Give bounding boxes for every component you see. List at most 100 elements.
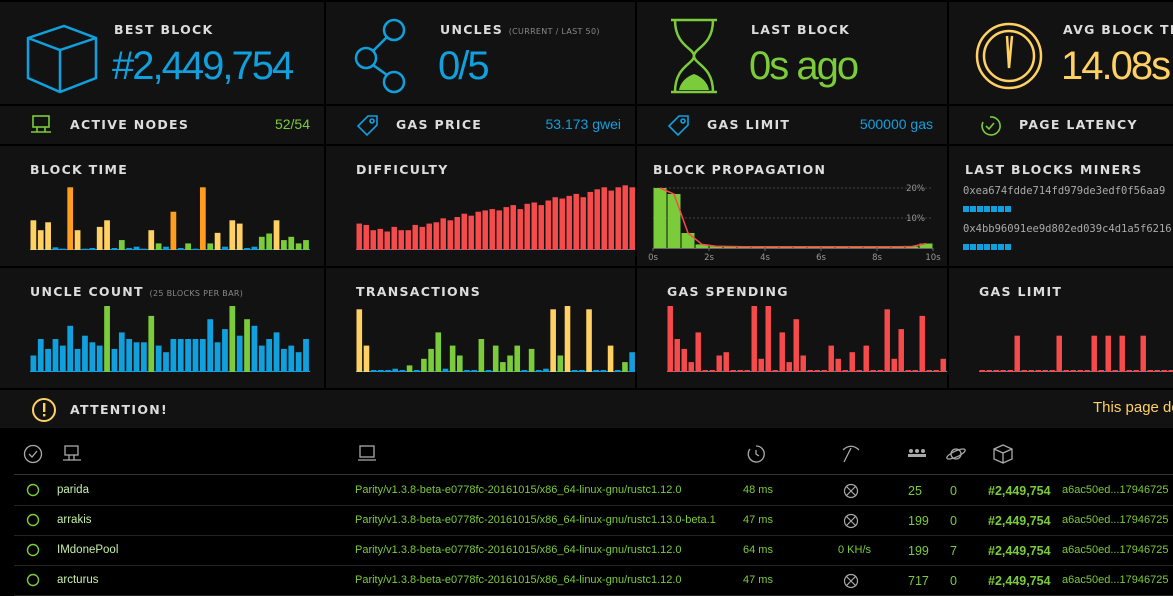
node-hashrate: 0 KH/s [838,544,871,556]
miner-block [991,244,997,250]
bar [163,247,169,250]
bar [885,309,890,372]
bar [565,306,571,372]
attention-message: This page do [1093,399,1173,416]
bar [1120,336,1125,372]
node-peers: 25 [908,484,922,498]
bar [185,339,191,372]
bar [630,187,635,250]
bar [185,243,191,250]
bar [857,370,862,372]
node-block: #2,449,754 [988,574,1051,588]
bar [1015,336,1020,372]
bar [67,326,73,372]
bar [427,224,432,250]
bar [288,346,294,372]
bar [511,205,516,250]
bar [435,332,441,372]
bar [579,370,585,372]
bar [385,232,390,250]
bar [801,356,806,373]
node-client: Parity/v1.3.8-beta-e0778fc-20161015/x86_… [355,574,682,586]
tile: GAS LIMIT [949,268,1173,388]
bar [1099,370,1104,372]
bar [525,204,530,250]
miner-address: 0x4bb96091ee9d802ed039c4d1a5f6216 [963,223,1172,235]
bar [710,370,715,372]
miner-block [998,244,1004,250]
miner-block [1005,244,1011,250]
bar [134,342,140,372]
info-label: GAS LIMIT [707,117,790,132]
icon [26,513,40,527]
bar [543,369,549,372]
chart-title-text: BLOCK TIME [30,162,128,177]
bar [899,329,904,372]
bar [696,332,701,372]
bar [244,319,250,372]
icon [30,114,53,137]
node-name: IMdonePool [57,544,118,556]
bar [171,212,177,250]
node-hash: a6ac50ed...17946725 [1062,514,1168,526]
bar [400,370,406,372]
bar [1064,370,1069,372]
bar [623,185,628,250]
bar [266,234,272,251]
bar [787,362,792,372]
bar [717,356,722,373]
tile: UNCLE COUNT (25 BLOCKS PER BAR) [0,268,324,388]
icon [26,573,40,587]
node-latency: 47 ms [743,574,773,586]
mini-chart [979,306,1173,372]
bar [126,248,132,250]
bar [593,370,599,372]
icon [745,443,767,465]
node-client: Parity/v1.3.8-beta-e0778fc-20161015/x86_… [355,514,716,526]
bar [407,365,413,372]
miner-block [970,206,976,212]
bar [38,339,44,372]
bar [529,349,535,372]
bar [574,194,579,250]
bar [682,349,687,372]
bar [1036,370,1041,372]
bar [536,370,542,372]
info-label: ACTIVE NODES [70,117,189,132]
bar [434,222,439,250]
bar [822,370,827,372]
icon [945,443,967,465]
bar [364,225,369,250]
node-pending: 0 [950,514,957,528]
row-rule [14,565,1173,566]
tile: GAS SPENDING [637,268,947,388]
node-block: #2,449,754 [988,544,1051,558]
bar [222,329,228,372]
bar [97,227,103,250]
bar [450,346,456,372]
bar [773,370,778,372]
icon [661,16,741,96]
bar [156,346,162,372]
bar [141,342,147,372]
bar [414,370,420,372]
tile: BLOCK TIME [0,146,324,266]
stat-label: UNCLES (CURRENT / LAST 50) [440,22,600,37]
tile: ATTENTION!This page do [0,390,1173,428]
bar [296,352,302,372]
stat-label: LAST BLOCK [751,22,850,37]
chart-title: LAST BLOCKS MINERS [965,162,1143,177]
node-hash: a6ac50ed...17946725 [1062,484,1168,496]
bar [38,230,44,250]
stat-label-text: LAST BLOCK [751,22,850,37]
icon [26,483,40,497]
bar [385,370,391,372]
bar [602,187,607,250]
bar [229,220,235,250]
bar [836,359,841,372]
bar [357,224,362,250]
bar [567,196,572,250]
bar [119,332,125,372]
